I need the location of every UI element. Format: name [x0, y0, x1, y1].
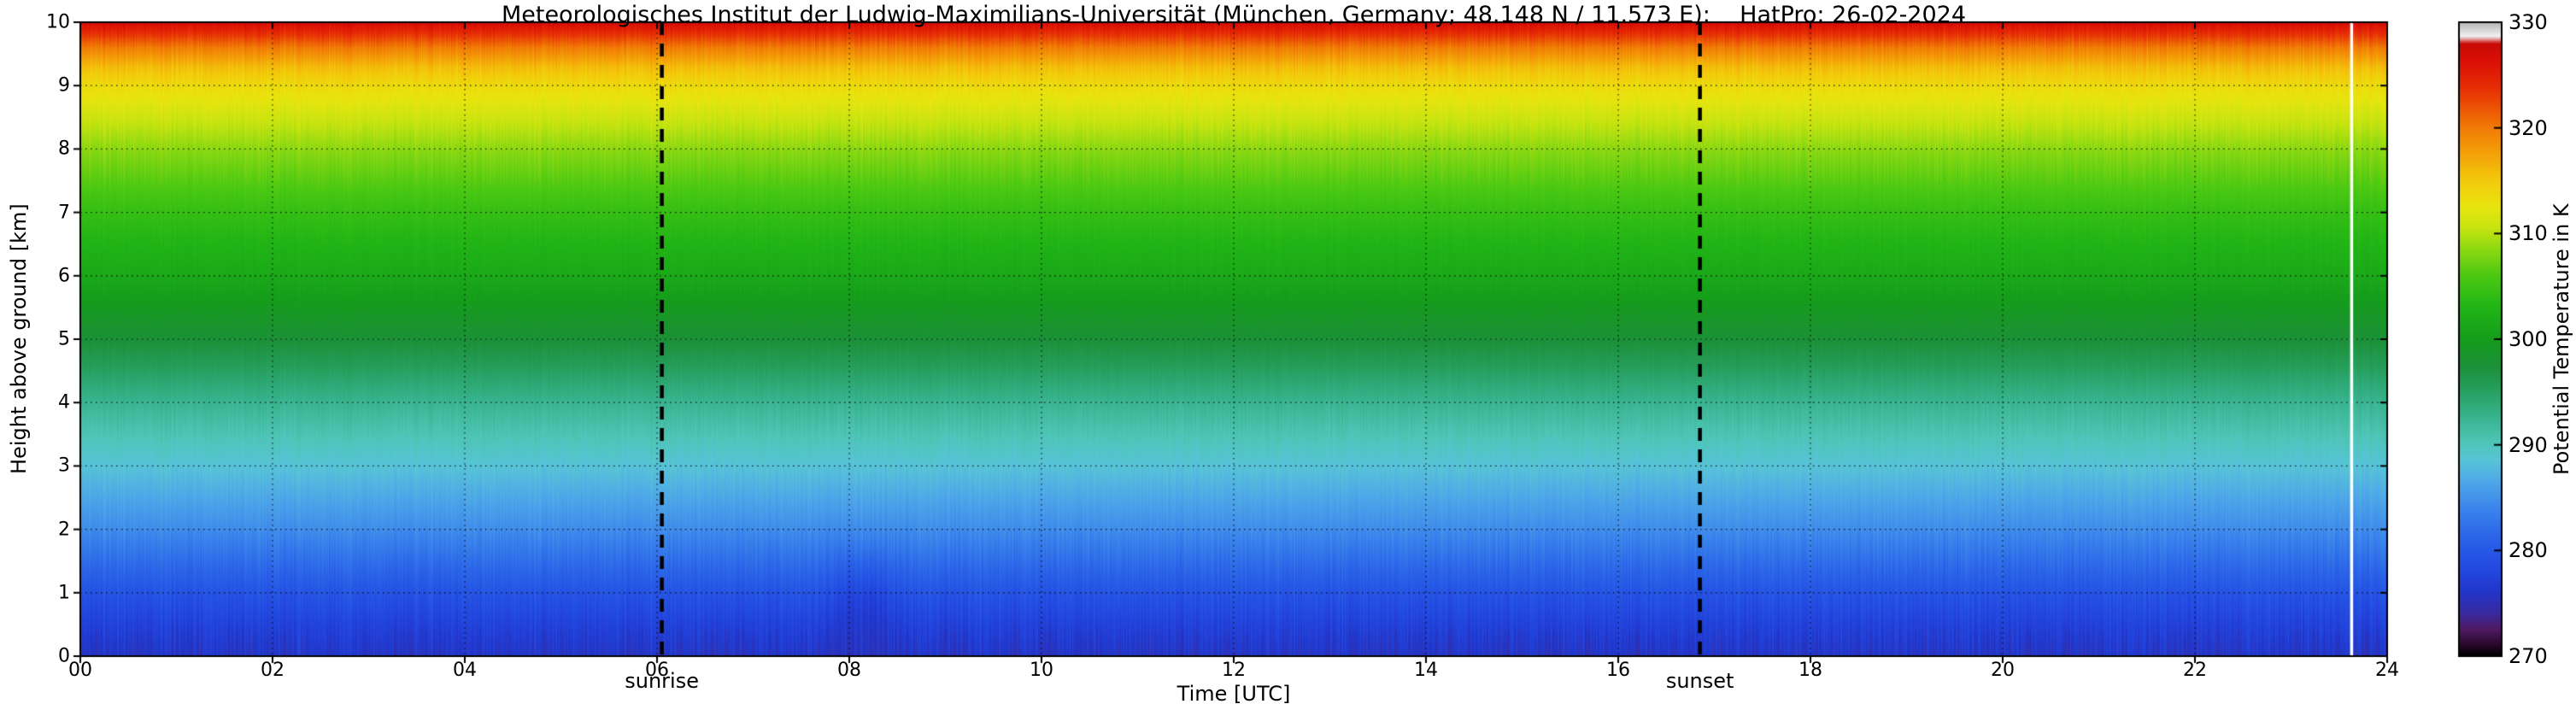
x-tick-label: 14 — [1414, 660, 1438, 681]
x-tick-label: 12 — [1222, 660, 1246, 681]
colorbar-label: Potential Temperature in K — [2550, 203, 2573, 475]
y-tick-label: 4 — [58, 391, 70, 414]
x-tick-label: 06 — [645, 660, 669, 681]
y-tick-label: 0 — [58, 645, 70, 667]
sunset-annotation: sunset — [1665, 669, 1734, 693]
colorbar-tick-label: 310 — [2509, 221, 2548, 246]
x-tick-label: 20 — [1991, 660, 2015, 681]
x-tick-label: 10 — [1030, 660, 1053, 681]
colorbar-tick-label: 280 — [2509, 538, 2548, 563]
y-tick-label: 1 — [58, 582, 70, 604]
y-tick-label: 6 — [58, 265, 70, 287]
sunrise-annotation: sunrise — [625, 669, 699, 693]
x-tick-label: 18 — [1799, 660, 1822, 681]
y-axis-label: Height above ground [km] — [7, 203, 31, 475]
colorbar-tick-label: 270 — [2509, 644, 2548, 668]
y-tick-label: 5 — [58, 328, 70, 350]
y-tick-label: 3 — [58, 455, 70, 477]
colorbar-tick-label: 300 — [2509, 327, 2548, 351]
x-tick-label: 04 — [453, 660, 477, 681]
x-axis-label: Time [UTC] — [1177, 682, 1291, 704]
y-tick-label: 8 — [58, 138, 70, 160]
x-tick-label: 00 — [68, 660, 92, 681]
x-tick-label: 08 — [837, 660, 861, 681]
x-tick-label: 22 — [2183, 660, 2207, 681]
x-tick-label: 02 — [261, 660, 285, 681]
colorbar-tick-label: 290 — [2509, 432, 2548, 457]
colorbar-tick-label: 330 — [2509, 10, 2548, 34]
y-tick-label: 7 — [58, 202, 70, 224]
x-tick-label: 24 — [2375, 660, 2399, 681]
y-tick-label: 2 — [58, 519, 70, 541]
y-tick-label: 9 — [58, 74, 70, 97]
chart-title: Meteorologisches Institut der Ludwig-Max… — [501, 2, 1967, 28]
y-tick-label: 10 — [46, 11, 70, 33]
colorbar-tick-label: 320 — [2509, 115, 2548, 140]
x-tick-label: 16 — [1606, 660, 1630, 681]
